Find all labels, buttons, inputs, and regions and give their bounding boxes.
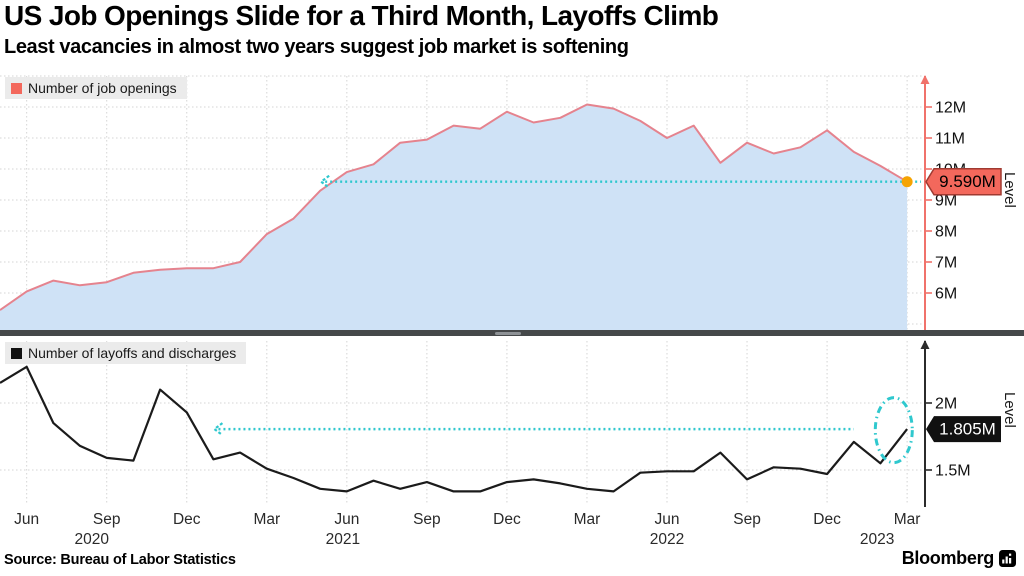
y-tick-label: 8M xyxy=(935,224,957,241)
legend-layoffs: Number of layoffs and discharges xyxy=(5,342,247,364)
bloomberg-logo: Bloomberg xyxy=(902,548,1016,569)
bloomberg-terminal-icon xyxy=(999,550,1016,567)
x-tick-month-label: Dec xyxy=(173,511,201,528)
legend-swatch-layoffs-icon xyxy=(11,347,22,359)
callout-value: 1.805M xyxy=(939,420,996,439)
callout-value: 9.590M xyxy=(939,172,996,191)
source-attribution: Source: Bureau of Labor Statistics xyxy=(4,552,236,568)
layoffs-line xyxy=(0,365,908,493)
reference-arrowhead-icon xyxy=(319,174,330,189)
x-tick-month-label: Sep xyxy=(93,511,121,528)
axis-arrow-icon xyxy=(920,340,930,349)
y-axis-title-layoffs: Level xyxy=(1001,392,1018,428)
y-tick-label: 2M xyxy=(935,396,957,413)
x-tick-month-label: Mar xyxy=(253,511,280,528)
page-title: US Job Openings Slide for a Third Month,… xyxy=(4,0,719,31)
pane-divider-handle[interactable] xyxy=(495,331,521,335)
y-tick-label: 9M xyxy=(935,193,957,210)
y-tick-label: 11M xyxy=(935,131,965,148)
x-tick-month-label: Mar xyxy=(894,511,921,528)
x-tick-year-label: 2022 xyxy=(650,531,684,548)
x-tick-month-label: Jun xyxy=(334,511,359,528)
x-tick-month-label: Mar xyxy=(574,511,601,528)
job-openings-area xyxy=(0,104,908,330)
y-tick-label: 7M xyxy=(935,255,957,272)
reference-arrowhead-icon xyxy=(212,422,224,437)
legend-job-openings: Number of job openings xyxy=(5,77,187,99)
legend-swatch-openings-icon xyxy=(11,82,22,94)
pane-divider xyxy=(0,330,1024,336)
x-tick-year-label: 2023 xyxy=(860,531,894,548)
x-tick-month-label: Jun xyxy=(14,511,39,528)
highlight-ellipse xyxy=(873,396,914,465)
y-axis-title-openings: Level xyxy=(1001,172,1018,208)
x-tick-month-label: Dec xyxy=(493,511,521,528)
y-tick-label: 12M xyxy=(935,100,966,117)
last-point-orange-dot xyxy=(901,176,913,188)
x-tick-month-label: Sep xyxy=(413,511,441,528)
callout-flag xyxy=(926,416,1001,443)
callout-flag xyxy=(925,167,1002,196)
x-tick-year-label: 2020 xyxy=(74,531,109,548)
page-subtitle: Least vacancies in almost two years sugg… xyxy=(4,36,629,58)
axis-arrow-icon xyxy=(920,75,930,84)
x-tick-year-label: 2021 xyxy=(326,531,360,548)
job-openings-line xyxy=(0,103,908,311)
x-tick-month-label: Sep xyxy=(733,511,761,528)
y-tick-label: 1.5M xyxy=(935,463,971,480)
y-tick-label: 6M xyxy=(935,286,957,303)
legend-label-openings: Number of job openings xyxy=(28,80,177,96)
legend-label-layoffs: Number of layoffs and discharges xyxy=(28,345,237,361)
x-tick-month-label: Jun xyxy=(655,511,680,528)
bloomberg-wordmark: Bloomberg xyxy=(901,548,995,568)
x-tick-month-label: Dec xyxy=(813,511,841,528)
